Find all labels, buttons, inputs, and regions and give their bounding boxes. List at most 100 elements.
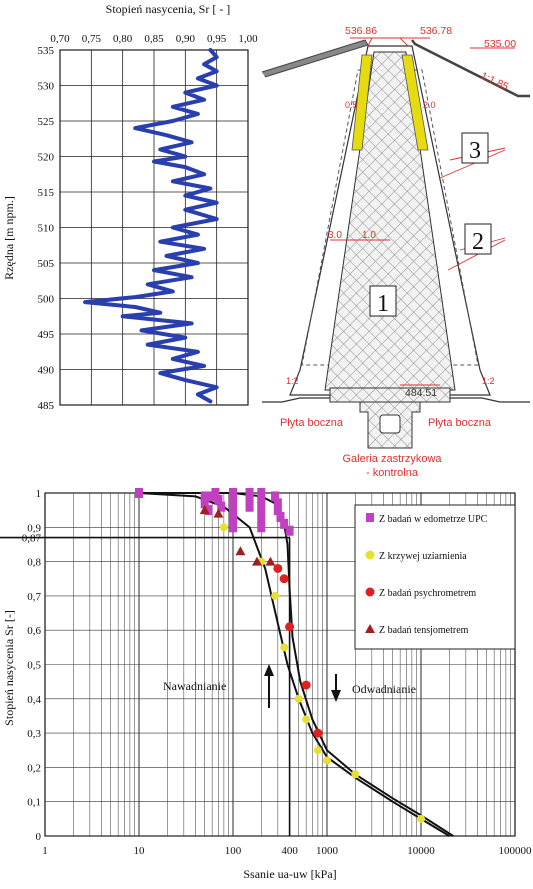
elevation-label-base: 484.51 — [405, 387, 437, 399]
point-tensiometer — [265, 556, 276, 566]
elevation-label-2: 536.78 — [420, 25, 452, 37]
swcc-x-label: Ssanie ua-uw [kPa] — [243, 867, 336, 881]
point-grain-size — [351, 770, 360, 779]
point-grain-size — [417, 814, 425, 823]
legend-label: Z krzywej uziarnienia — [379, 551, 467, 562]
profile-chart-x-ticks: 0,70 0,75 0,80 0,85 0,90 0,95 1,00 — [50, 33, 258, 45]
ground-line-left — [262, 397, 330, 403]
slope-label: 1:1.85 — [479, 70, 511, 93]
elevation-label-1: 536.86 — [345, 25, 377, 37]
profile-x-tick-label: 0,85 — [144, 33, 164, 45]
swcc-y-tick-label: 0,2 — [27, 762, 41, 774]
swcc-y-tick-label: 0,1 — [27, 797, 41, 809]
profile-y-tick-label: 515 — [38, 187, 55, 199]
point-edometer — [229, 508, 237, 519]
legend-label: Z badań w edometrze UPC — [379, 514, 488, 525]
swcc-y-tick-label: 0,3 — [27, 728, 41, 740]
profile-y-tick-label: 505 — [38, 258, 55, 270]
swcc-x-tick-label: 100 — [225, 845, 242, 857]
dam-cross-section: 536.86 536.78 535.00 1:1.85 3.0 1.0 0.5 … — [261, 25, 530, 479]
gallery-opening — [379, 414, 401, 434]
plate-label-right: Płyta boczna — [428, 417, 492, 429]
point-grain-size — [219, 523, 228, 532]
point-grain-size — [271, 591, 280, 600]
point-edometer — [257, 522, 266, 533]
swcc-y-label: Stopień nasycenia Sr [-] — [2, 610, 16, 726]
profile-chart-series — [83, 48, 219, 404]
profile-x-tick-label: 0,80 — [113, 33, 133, 45]
swcc-y-tick-label: 1 — [36, 488, 42, 500]
swcc-y-tick-label: 0,87 — [22, 533, 42, 545]
gallery-label-1: Galeria zastrzykowa — [342, 453, 442, 465]
point-grain-size — [313, 746, 322, 755]
swcc-y-tick-label: 0,4 — [27, 694, 41, 706]
point-edometer — [276, 512, 285, 523]
swcc-x-tick-label: 10 — [134, 845, 146, 857]
swcc-x-tick-label: 400 — [281, 845, 298, 857]
swcc-y-tick-label: 0,9 — [27, 522, 41, 534]
dim-label-3: 3.0 — [328, 230, 342, 241]
profile-y-tick-label: 530 — [38, 81, 55, 93]
zone-label-3: 3 — [469, 138, 481, 164]
profile-y-tick-label: 535 — [38, 45, 55, 57]
legend-marker-grain-size — [365, 550, 375, 560]
point-grain-size — [323, 756, 331, 765]
point-psychrometer — [301, 680, 311, 690]
swcc-y-tick-label: 0,8 — [27, 557, 41, 569]
swcc-y-tick-label: 0,5 — [27, 660, 41, 672]
zone-label-2: 2 — [472, 229, 484, 255]
swcc-x-tick-label: 100000 — [499, 845, 533, 857]
annotation-odwadnianie: Odwadnianie — [352, 682, 416, 696]
point-edometer — [200, 491, 209, 502]
swcc-y-tick-label: 0,7 — [27, 591, 41, 603]
profile-y-tick-label: 510 — [38, 223, 55, 235]
arrow-down — [331, 674, 341, 702]
dam-core — [324, 51, 456, 391]
point-tensiometer — [199, 505, 210, 515]
legend-label: Z badań tensjometrem — [379, 625, 469, 636]
profile-y-tick-label: 490 — [38, 365, 55, 377]
swcc-y-tick-label: 0 — [36, 831, 42, 843]
swcc-y-tick-label: 0,6 — [27, 625, 41, 637]
point-edometer — [229, 501, 237, 512]
swcc-chart-x-ticks: 1 10 100 400 1000 10000 100000 — [42, 845, 532, 857]
dim-label-05: 0.5 — [345, 100, 358, 110]
point-psychrometer — [313, 728, 323, 738]
point-tensiometer — [235, 546, 246, 556]
point-edometer — [273, 505, 282, 516]
point-psychrometer — [279, 574, 289, 584]
profile-chart-y-ticks: 485 490 495 500 505 510 515 520 525 530 535 — [38, 45, 55, 412]
legend-label: Z badań psychrometrem — [379, 588, 476, 599]
profile-chart-grid — [59, 49, 249, 406]
dim-label-2: 2.0 — [423, 100, 436, 110]
point-edometer — [273, 498, 282, 509]
profile-x-tick-label: 0,70 — [50, 33, 70, 45]
profile-y-tick-label: 485 — [38, 400, 55, 412]
elevation-label-3: 535.00 — [484, 38, 516, 50]
profile-series-line — [83, 48, 219, 404]
profile-y-tick-label: 520 — [38, 152, 55, 164]
swcc-x-tick-label: 1000 — [316, 845, 339, 857]
profile-x-tick-label: 0,90 — [176, 33, 196, 45]
plate-label-left: Płyta boczna — [280, 417, 344, 429]
swcc-chart-curves — [138, 492, 454, 837]
profile-chart-title: Stopień nasycenia, Sr [ - ] — [106, 2, 231, 16]
point-edometer — [245, 501, 254, 512]
swcc-x-tick-label: 1 — [42, 845, 48, 857]
gallery-label-2: - kontrolna — [366, 467, 419, 479]
filter-zone-left — [351, 54, 373, 151]
point-edometer — [214, 494, 223, 505]
point-tensiometer — [213, 508, 224, 518]
point-edometer — [245, 488, 254, 498]
point-psychrometer — [273, 563, 283, 573]
swcc-drying-curve — [139, 492, 454, 837]
profile-x-tick-label: 0,75 — [82, 33, 102, 45]
point-edometer — [280, 518, 289, 529]
legend-marker-tensiometer — [365, 624, 375, 633]
profile-x-tick-label: 1,00 — [238, 33, 258, 45]
profile-chart-y-label: Rzędna [m npm.] — [2, 196, 16, 280]
point-edometer — [229, 522, 237, 533]
legend-box — [354, 504, 516, 650]
crest-slope-left — [261, 39, 369, 78]
point-edometer — [211, 488, 220, 498]
